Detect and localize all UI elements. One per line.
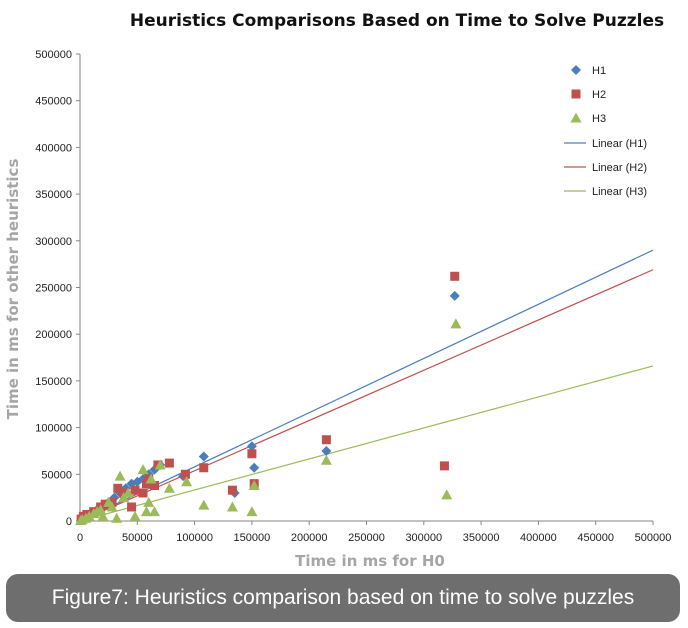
y-tick-label: 350000 (35, 189, 72, 201)
x-tick-label: 50000 (122, 532, 153, 544)
data-point-h3 (137, 464, 149, 475)
data-point-h3 (163, 482, 175, 493)
data-point-h1 (249, 462, 260, 473)
scatter-chart: Heuristics Comparisons Based on Time to … (4, 11, 671, 570)
data-point-h2 (321, 435, 331, 445)
data-point-h3 (122, 487, 134, 498)
x-tick-label: 350000 (463, 532, 500, 544)
x-tick-label: 200000 (291, 532, 328, 544)
data-point-h3 (145, 473, 157, 484)
y-axis-ticks: 0 50000 100000 150000 200000 250000 300000 3500… (35, 49, 80, 528)
x-tick-label: 500000 (635, 532, 672, 544)
data-point-h2 (199, 463, 209, 473)
data-point-h3 (154, 459, 166, 470)
data-point-h2 (113, 483, 123, 493)
y-tick-label: 50000 (41, 469, 72, 481)
data-point-h2 (227, 485, 237, 495)
figure-caption-bar: Figure7: Heuristics comparison based on … (6, 574, 680, 622)
data-point-h1 (198, 451, 209, 462)
figure-caption: Figure7: Heuristics comparison based on … (51, 586, 635, 609)
data-point-h2 (82, 509, 92, 519)
data-point-h2 (164, 458, 174, 468)
data-point-h1 (449, 290, 460, 301)
data-point-h3 (441, 489, 453, 500)
data-point-h3 (246, 506, 258, 517)
series-h2 (76, 271, 460, 524)
x-tick-label: 400000 (520, 532, 557, 544)
data-point-h3 (83, 510, 95, 521)
data-point-h3 (106, 501, 118, 512)
chart-legend: H1 H2 H3 Linear (H1) Linear (H2) Linear (H3) (564, 65, 647, 198)
legend-marker-h2 (571, 89, 581, 99)
x-tick-label: 250000 (348, 532, 385, 544)
data-point-h3 (97, 510, 109, 521)
series-h3 (75, 318, 462, 526)
data-point-h3 (111, 512, 123, 523)
y-tick-label: 250000 (35, 283, 72, 295)
y-tick-label: 300000 (35, 236, 72, 248)
x-tick-label: 150000 (234, 532, 271, 544)
data-point-h2 (141, 479, 151, 489)
y-tick-label: 400000 (35, 142, 72, 154)
data-point-h3 (114, 470, 126, 481)
plot-area (79, 54, 653, 522)
data-point-h1 (246, 441, 257, 452)
y-tick-label: 200000 (35, 329, 72, 341)
data-point-h2 (130, 485, 140, 495)
data-point-h3 (226, 501, 238, 512)
data-point-h1 (321, 445, 332, 456)
x-tick-label: 300000 (405, 532, 442, 544)
legend-label-h1: H1 (592, 65, 606, 77)
y-tick-label: 0 (66, 516, 72, 528)
legend-label-trendline: Linear (H1) (592, 138, 647, 150)
legend-marker-h1 (571, 65, 581, 75)
data-point-h3 (320, 454, 332, 465)
data-point-h2 (127, 502, 137, 512)
data-point-h2 (450, 271, 460, 281)
trendlines (79, 249, 654, 522)
data-point-h2 (439, 461, 449, 471)
data-point-h3 (181, 476, 193, 487)
legend-label-h2: H2 (592, 89, 606, 101)
x-tick-label: 0 (77, 532, 83, 544)
y-tick-label: 150000 (35, 376, 72, 388)
chart-title: Heuristics Comparisons Based on Time to … (130, 11, 664, 31)
legend-label-trendline: Linear (H2) (592, 162, 647, 174)
y-axis-label: Time in ms for other heuristics (4, 159, 22, 420)
trendline-linear-h3 (79, 365, 654, 522)
data-point-h3 (140, 506, 152, 517)
x-axis-label: Time in ms for H0 (295, 552, 445, 570)
x-axis-ticks: 0 50000 100000 150000 200000 250000 300000 3500… (77, 521, 671, 544)
data-point-h2 (247, 449, 257, 459)
legend-marker-h3 (570, 112, 582, 123)
x-tick-label: 100000 (176, 532, 213, 544)
trendline-linear-h1 (79, 249, 654, 522)
data-point-h3 (248, 480, 260, 491)
data-point-h2 (149, 481, 159, 491)
data-point-h3 (450, 318, 462, 329)
y-tick-label: 100000 (35, 423, 72, 435)
data-point-h3 (148, 506, 160, 517)
data-point-h3 (198, 499, 210, 510)
x-tick-label: 450000 (577, 532, 614, 544)
legend-label-h3: H3 (592, 113, 606, 125)
trendline-linear-h2 (79, 269, 654, 522)
y-tick-label: 450000 (35, 96, 72, 108)
data-point-h2 (180, 469, 190, 479)
y-tick-label: 500000 (35, 49, 72, 61)
data-points (75, 271, 462, 526)
data-point-h3 (129, 510, 141, 521)
legend-label-trendline: Linear (H3) (592, 186, 647, 198)
data-point-h2 (138, 488, 148, 498)
data-point-h3 (143, 496, 155, 507)
